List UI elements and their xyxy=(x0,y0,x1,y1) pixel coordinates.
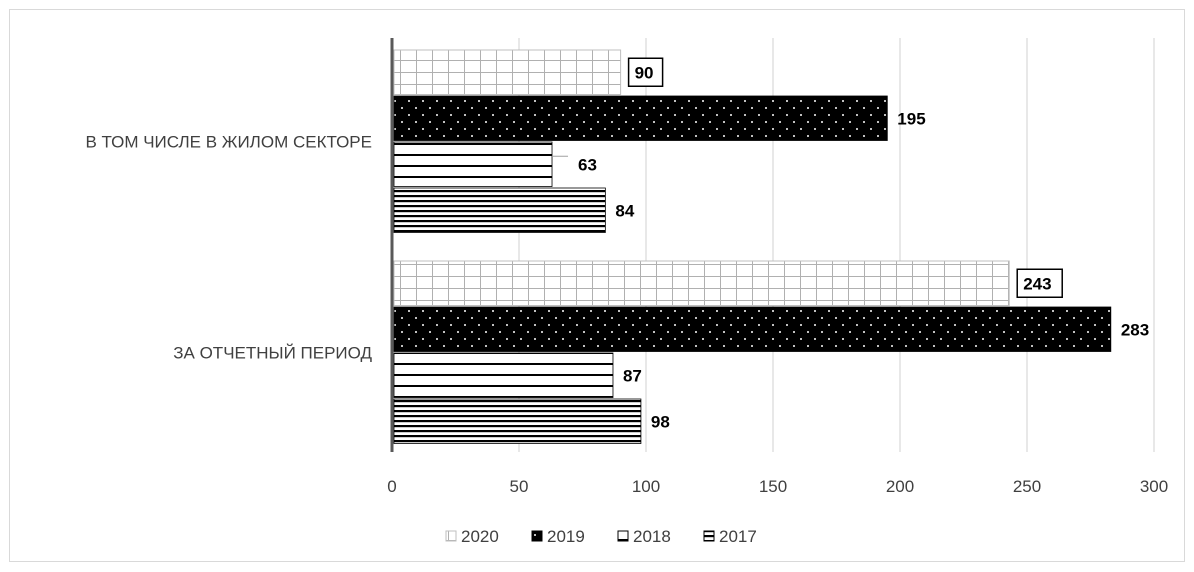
legend: 2020 2019 2018 2017 xyxy=(445,527,757,546)
legend-label-2020: 2020 xyxy=(461,527,499,546)
bar-2020-0 xyxy=(393,49,622,95)
legend-swatch-2018 xyxy=(617,530,629,542)
bar-2018-0 xyxy=(393,141,553,187)
data-label-2019-0: 195 xyxy=(897,109,925,128)
x-tick-label-250: 250 xyxy=(1013,477,1041,496)
chart-border xyxy=(9,9,1185,562)
x-tick-label-200: 200 xyxy=(886,477,914,496)
bar-2018-1 xyxy=(393,352,614,398)
legend-label-2019: 2019 xyxy=(547,527,585,546)
data-label-box-2020-1 xyxy=(1016,268,1063,298)
x-tick-label-0: 0 xyxy=(387,477,396,496)
data-label-2020-1: 243 xyxy=(1023,274,1051,293)
data-label-2019-1: 283 xyxy=(1121,320,1149,339)
legend-label-2017: 2017 xyxy=(719,527,757,546)
x-tick-label-100: 100 xyxy=(632,477,660,496)
data-label-2018-1: 87 xyxy=(623,366,642,385)
legend-swatch-2020 xyxy=(445,530,457,542)
category-label-1: ЗА ОТЧЕТНЫЙ ПЕРИОД xyxy=(173,343,372,362)
data-label-2020-0: 90 xyxy=(635,63,654,82)
data-label-2017-1: 98 xyxy=(651,412,670,431)
legend-swatch-2019 xyxy=(531,530,543,542)
legend-label-2018: 2018 xyxy=(633,527,671,546)
category-label-0: В ТОМ ЧИСЛЕ В ЖИЛОМ СЕКТОРЕ xyxy=(85,132,372,151)
legend-swatch-2017 xyxy=(703,530,715,542)
x-tick-label-150: 150 xyxy=(759,477,787,496)
bar-2019-1 xyxy=(393,306,1112,352)
data-labels: 90 195 63 84 243 283 87 98 xyxy=(552,57,1149,431)
x-tick-label-300: 300 xyxy=(1140,477,1168,496)
axes: 0 50 100 150 200 250 300 В ТОМ ЧИСЛЕ В ЖИЛОМ СЕ… xyxy=(85,38,1168,496)
data-label-box-2020-0 xyxy=(627,57,664,87)
bar-2019-0 xyxy=(393,95,888,141)
x-tick-label-50: 50 xyxy=(510,477,529,496)
data-label-2017-0: 84 xyxy=(615,201,634,220)
data-label-2018-0: 63 xyxy=(578,155,597,174)
bars xyxy=(393,49,1112,444)
bar-2020-1 xyxy=(393,260,1010,306)
bar-2017-1 xyxy=(393,398,642,444)
bar-2017-0 xyxy=(393,187,606,233)
